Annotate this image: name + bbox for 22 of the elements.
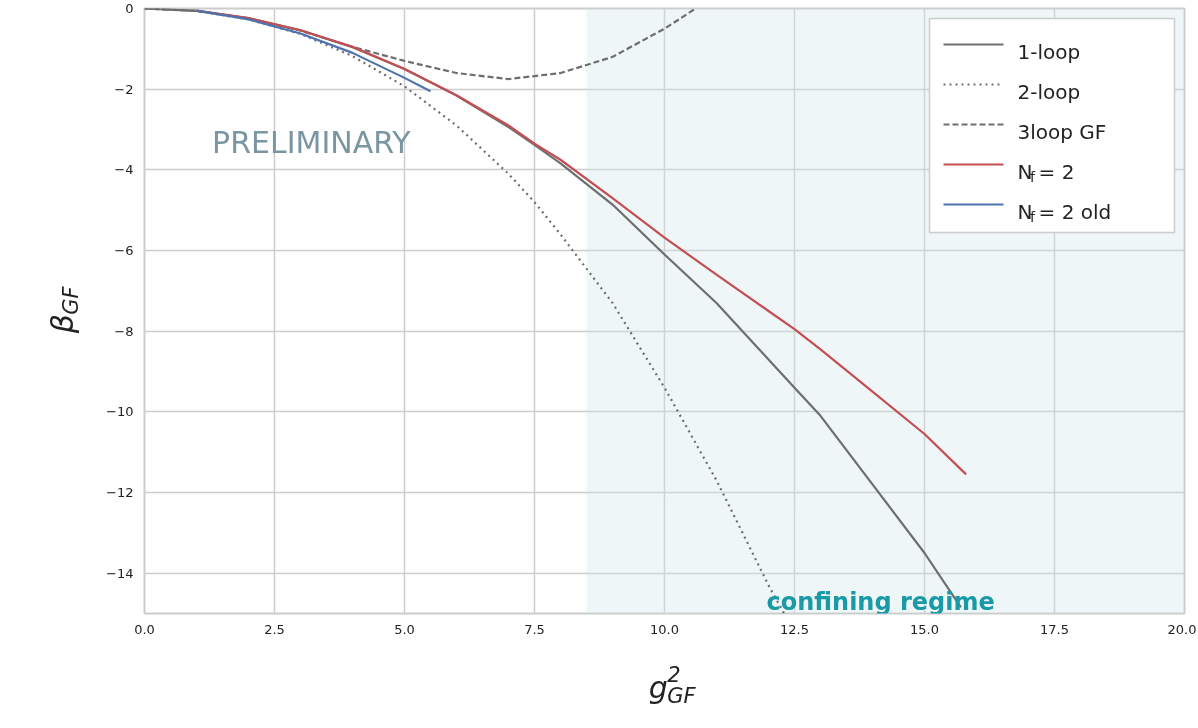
x-tick-label: 0.0 <box>134 621 155 637</box>
legend-label: 2-loop <box>1017 79 1081 104</box>
y-tick-label: 0 <box>125 1 134 16</box>
x-tick-label: 5.0 <box>394 621 415 637</box>
legend-label: 3loop GF <box>1017 119 1107 144</box>
y-tick-label: −12 <box>106 485 134 500</box>
x-tick-label: 7.5 <box>524 621 545 637</box>
y-tick-label: −10 <box>106 404 134 420</box>
annotation: PRELIMINARY <box>212 124 412 160</box>
x-tick-label: 2.5 <box>264 621 285 637</box>
x-tick-label: 20.0 <box>1167 621 1197 637</box>
y-tick-label: −2 <box>114 81 134 97</box>
x-tick-label: 15.0 <box>910 621 939 637</box>
legend-label: 1-loop <box>1017 39 1081 64</box>
x-tick-label: 10.0 <box>650 621 679 637</box>
x-tick-label: 17.5 <box>1040 621 1069 637</box>
x-tick-label: 12.5 <box>780 621 809 637</box>
y-tick-label: −14 <box>106 565 134 581</box>
y-tick-label: −8 <box>114 323 134 339</box>
y-tick-label: −6 <box>114 243 134 258</box>
y-tick-label: −4 <box>114 162 134 178</box>
y-axis-title: βGF <box>45 285 83 335</box>
